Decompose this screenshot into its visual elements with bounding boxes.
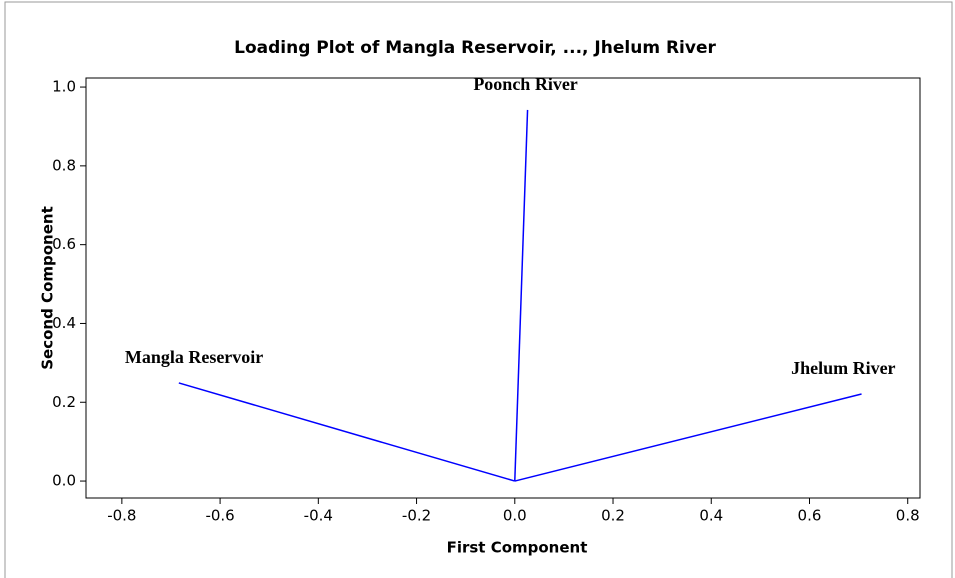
chart-title: Loading Plot of Mangla Reservoir, ..., J… — [234, 38, 716, 58]
x-tick-label: 0.8 — [896, 507, 920, 525]
x-axis-label: First Component — [447, 539, 588, 557]
x-tick-label: -0.4 — [304, 507, 333, 525]
y-tick-label: 0.2 — [52, 393, 76, 411]
x-tick-label: 0.4 — [699, 507, 723, 525]
y-tick-label: 0.8 — [52, 156, 76, 174]
loading-vector — [178, 382, 515, 482]
y-tick-label: 0.4 — [52, 314, 76, 332]
y-axis-label: Second Component — [39, 206, 57, 370]
x-tick-label: -0.8 — [107, 507, 136, 525]
x-tick-label: 0.2 — [601, 507, 625, 525]
loading-vector — [514, 109, 529, 482]
x-tick-label: 0.6 — [798, 507, 822, 525]
plot-area — [85, 77, 921, 499]
y-tick-label: 1.0 — [52, 78, 76, 96]
point-label: Jhelum River — [791, 358, 895, 378]
loading-vector — [514, 393, 862, 482]
x-tick-label: -0.6 — [205, 507, 234, 525]
y-tick-label: 0.0 — [52, 472, 76, 490]
y-tick-label: 0.6 — [52, 235, 76, 253]
point-label: Mangla Reservoir — [125, 347, 263, 367]
point-label: Poonch River — [473, 74, 577, 94]
x-tick-label: 0.0 — [503, 507, 527, 525]
x-tick-label: -0.2 — [402, 507, 431, 525]
frame — [4, 1, 953, 578]
